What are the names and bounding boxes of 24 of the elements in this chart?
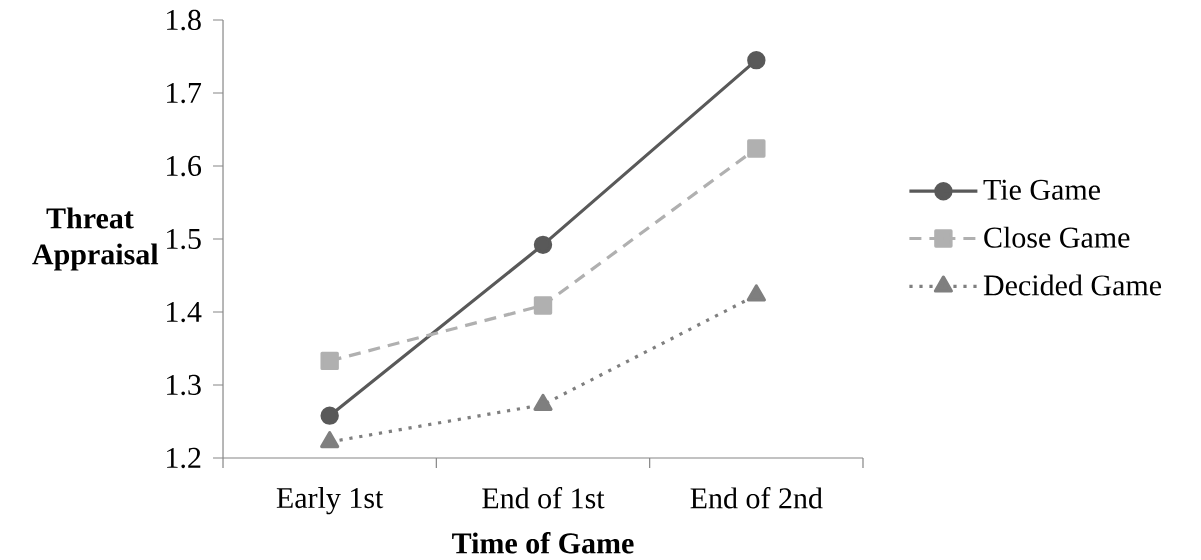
legend-label: Decided Game (983, 274, 1162, 296)
point (320, 351, 339, 371)
point (533, 235, 553, 254)
y-axis-title: Threat Appraisal (32, 207, 159, 271)
x-tick-label: End of 1st (482, 486, 605, 509)
y-tick-label: 1.7 (167, 82, 202, 104)
y-tick-label: 1.3 (167, 374, 201, 396)
point (746, 284, 766, 302)
y-tick-label: 1.4 (167, 301, 202, 323)
legend-label: Tie Game (983, 179, 1100, 200)
y-tick-label: 1.5 (167, 228, 201, 250)
point (747, 139, 766, 158)
y-tick-label: 1.6 (167, 155, 202, 177)
x-axis-title: Time of Game (452, 532, 634, 554)
point (533, 393, 553, 411)
x-tick-label: Early 1st (276, 487, 384, 515)
point (320, 406, 339, 425)
legend-label: Close Game (984, 226, 1130, 248)
y-tick-label: 1.2 (167, 447, 201, 469)
x-tick-label: End of 2nd (690, 486, 823, 509)
point (320, 431, 340, 449)
y-tick-label: 1.8 (167, 9, 201, 31)
point (747, 50, 766, 70)
point (533, 296, 553, 315)
